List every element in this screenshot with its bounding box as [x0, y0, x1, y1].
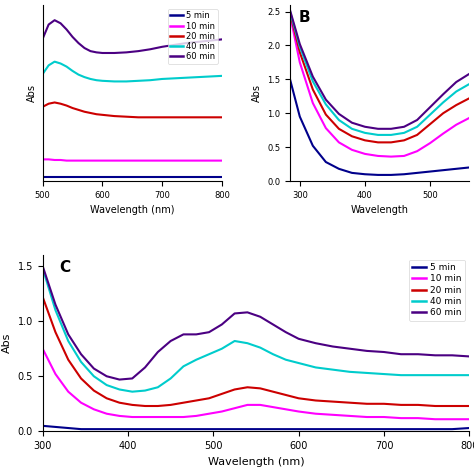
Y-axis label: Abs: Abs: [252, 84, 262, 102]
X-axis label: Wavelength (nm): Wavelength (nm): [208, 456, 304, 466]
X-axis label: Wavelength: Wavelength: [351, 205, 409, 215]
X-axis label: Wavelength (nm): Wavelength (nm): [90, 205, 174, 215]
Legend: 5 min, 10 min, 20 min, 40 min, 60 min: 5 min, 10 min, 20 min, 40 min, 60 min: [409, 260, 465, 321]
Legend: 5 min, 10 min, 20 min, 40 min, 60 min: 5 min, 10 min, 20 min, 40 min, 60 min: [168, 9, 218, 64]
Text: C: C: [60, 260, 71, 275]
Y-axis label: Abs: Abs: [27, 84, 37, 102]
Y-axis label: Abs: Abs: [2, 333, 12, 354]
Text: B: B: [299, 10, 310, 25]
